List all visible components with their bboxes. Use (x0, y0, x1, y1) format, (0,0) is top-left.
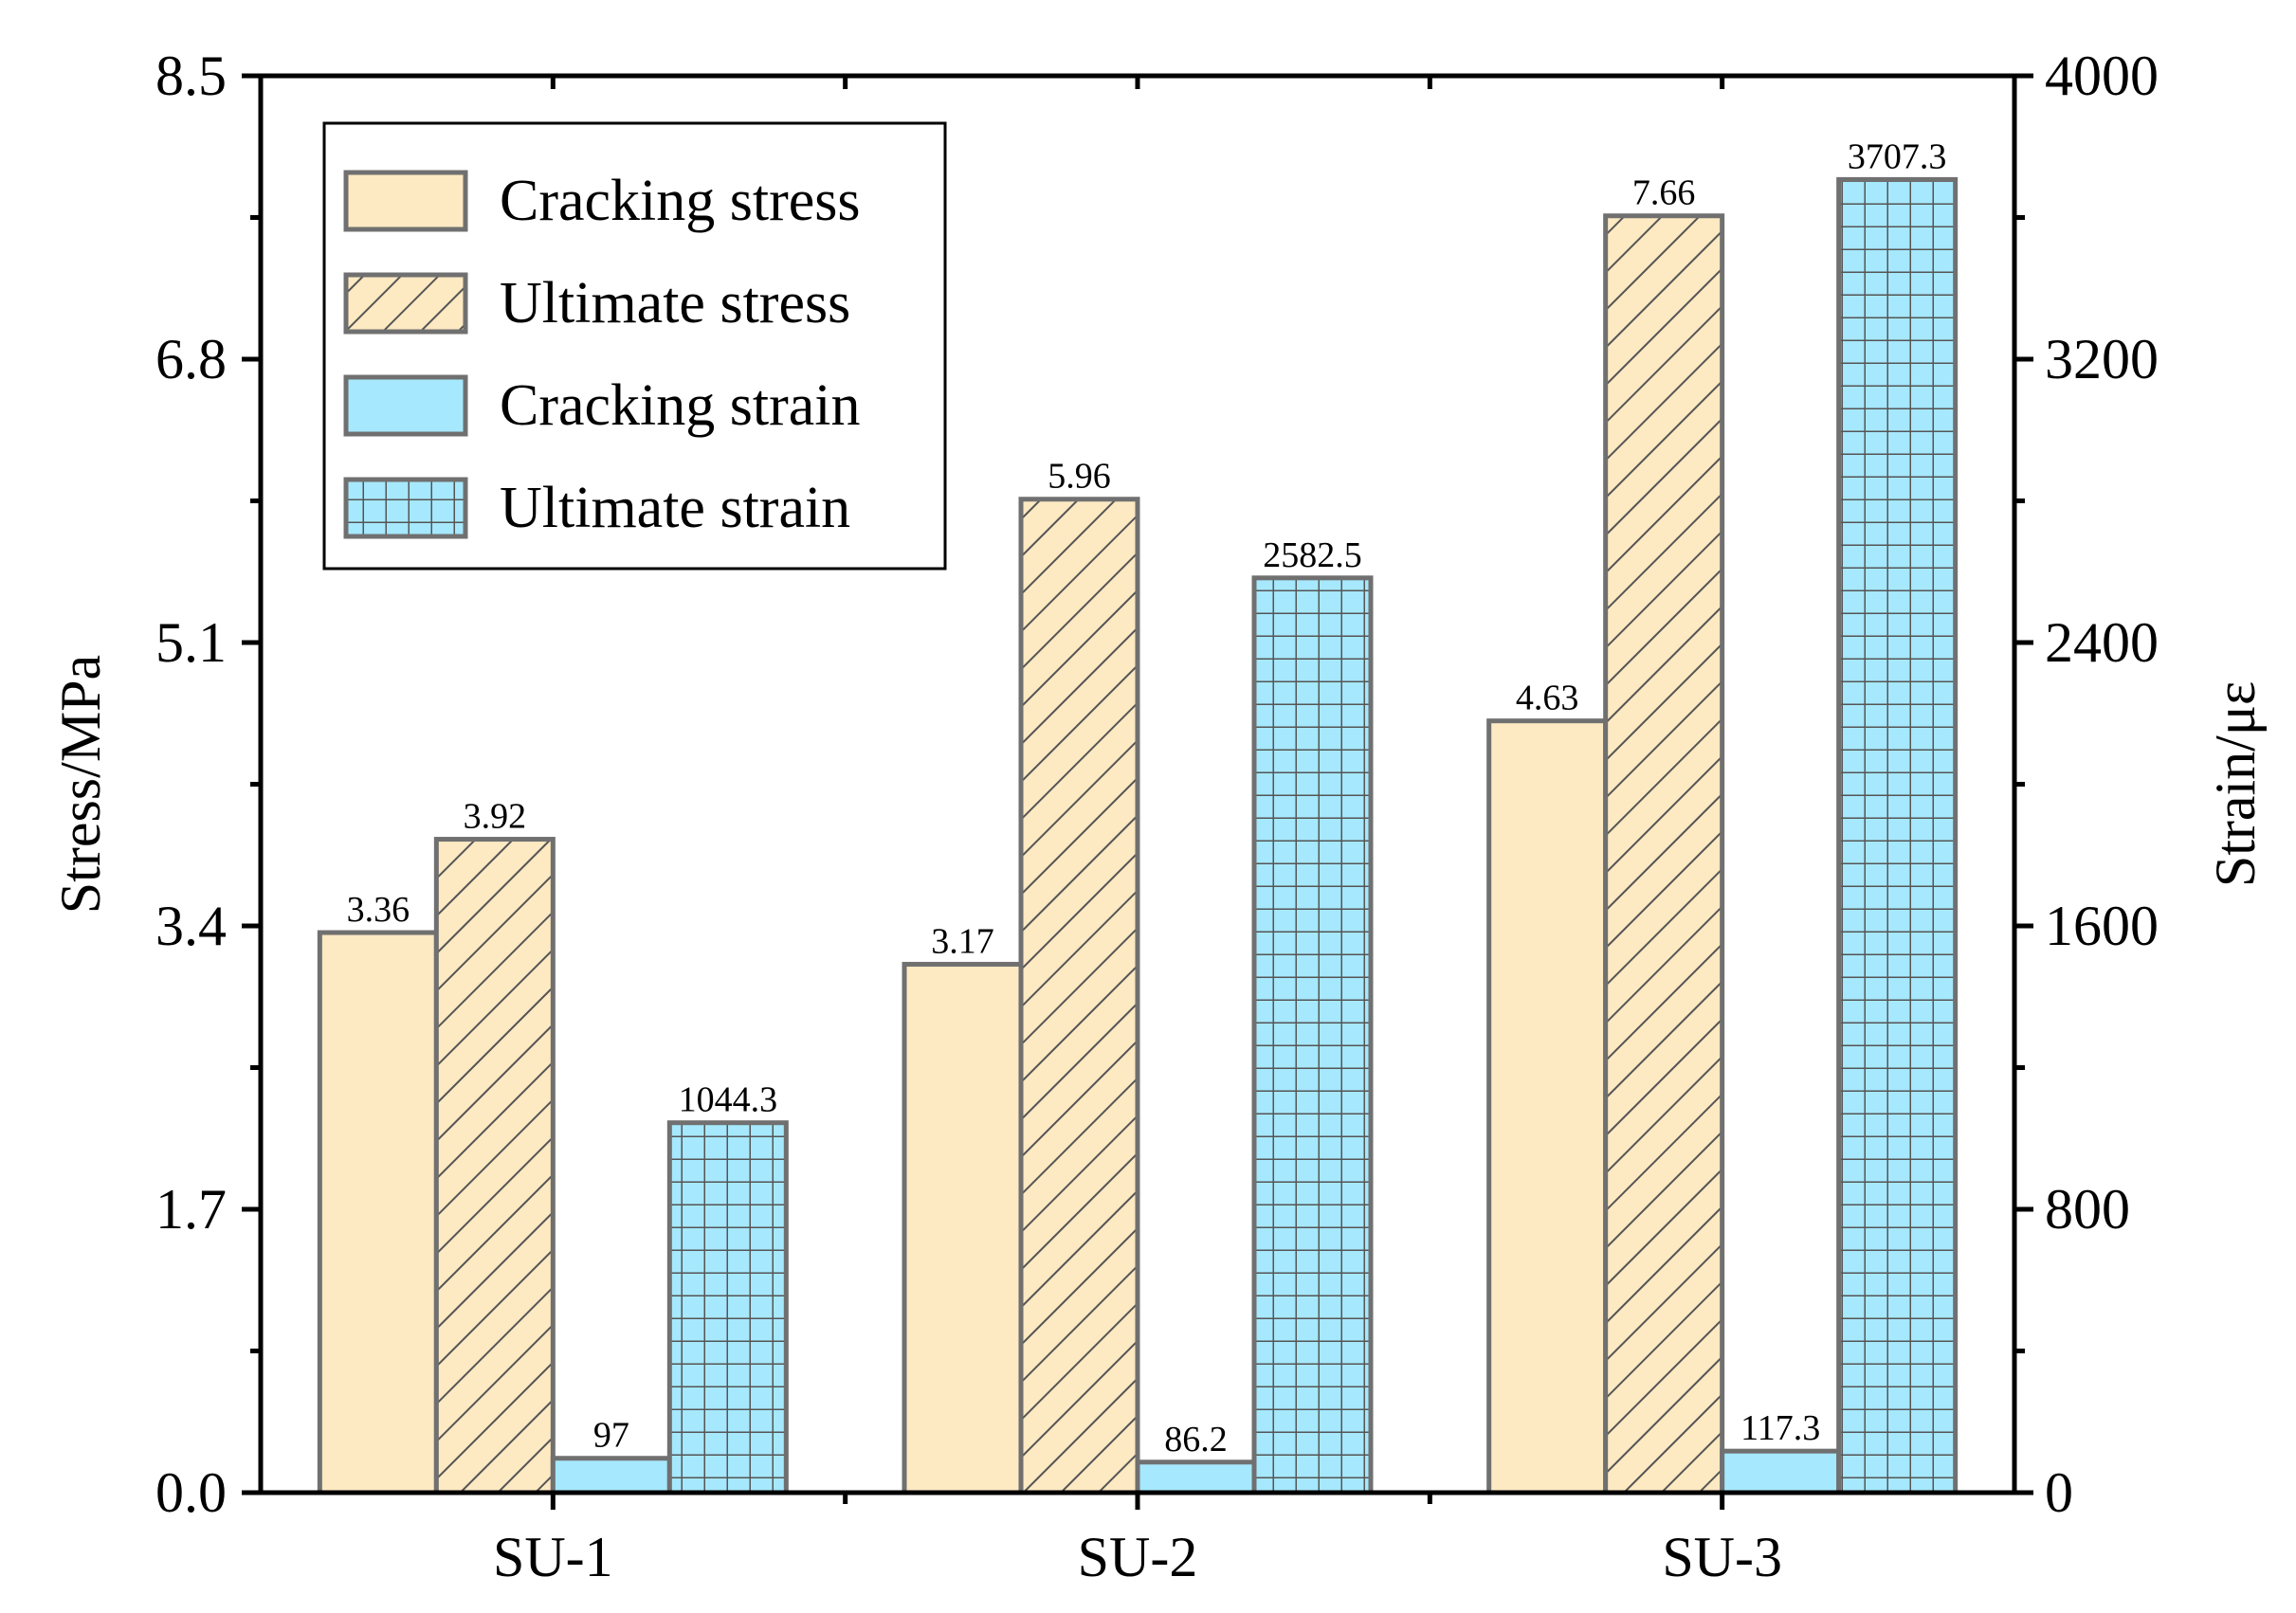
right-tick-label: 800 (2045, 1178, 2130, 1241)
legend-swatch-0 (343, 170, 468, 232)
data-label-su-3-series-3: 3707.3 (1848, 136, 1947, 176)
right-tick-label: 4000 (2045, 45, 2159, 107)
legend: Cracking stress Ultimate stress Cracking s… (322, 121, 947, 571)
left-tick-label: 0.0 (155, 1461, 227, 1524)
legend-label-0: Cracking stress (500, 169, 861, 233)
data-label-su-1-series-2: 97 (593, 1416, 629, 1456)
bar-su-1-series-0 (317, 930, 439, 1495)
data-label-su-2-series-0: 3.17 (931, 921, 994, 961)
legend-swatch-2 (343, 374, 468, 437)
y-left-axis-title: Stress/MPa (49, 655, 112, 914)
legend-swatch-3 (343, 477, 468, 539)
right-tick-label: 2400 (2045, 611, 2159, 674)
bar-su-2-series-2 (1135, 1459, 1257, 1495)
data-label-su-1-series-0: 3.36 (347, 890, 410, 930)
legend-label-1: Ultimate stress (500, 271, 850, 335)
right-tick-label: 0 (2045, 1461, 2073, 1524)
bar-su-3-series-2 (1720, 1448, 1842, 1495)
legend-swatch-1 (343, 272, 468, 335)
left-tick-label: 1.7 (155, 1178, 227, 1241)
legend-label-3: Ultimate strain (500, 476, 850, 540)
data-label-su-2-series-2: 86.2 (1164, 1420, 1228, 1459)
data-label-su-2-series-3: 2582.5 (1263, 535, 1362, 575)
left-tick-label: 6.8 (155, 328, 227, 390)
x-tick-label: SU-3 (1662, 1526, 1782, 1588)
axes-layer: 0.0 1.7 3.4 5.1 6.8 8.5 0 800 1600 2400 3200 4000 SU… (49, 45, 2267, 1588)
bar-su-3-series-1 (1603, 213, 1725, 1495)
data-label-su-3-series-0: 4.63 (1516, 679, 1579, 718)
data-label-su-3-series-1: 7.66 (1632, 173, 1696, 213)
bar-su-1-series-2 (550, 1456, 672, 1495)
data-label-su-3-series-2: 117.3 (1740, 1408, 1820, 1448)
data-label-su-1-series-3: 1044.3 (679, 1080, 778, 1120)
data-label-su-1-series-1: 3.92 (464, 797, 527, 837)
data-label-su-2-series-1: 5.96 (1048, 457, 1111, 497)
bar-su-3-series-0 (1486, 718, 1609, 1495)
bars-layer (317, 176, 1959, 1495)
bar-su-1-series-1 (433, 837, 556, 1495)
legend-label-2: Cracking strain (500, 373, 861, 438)
data-labels-layer: 3.36 3.92 97 1044.3 3.17 5.96 86.2 2582.5 4.63 7.… (347, 136, 1947, 1459)
right-tick-label: 1600 (2045, 895, 2159, 957)
bar-su-1-series-3 (666, 1120, 789, 1495)
x-tick-label: SU-1 (493, 1526, 613, 1588)
right-tick-label: 3200 (2045, 328, 2159, 390)
bar-su-3-series-3 (1836, 176, 1959, 1495)
left-tick-label: 5.1 (155, 611, 227, 674)
y-right-axis-title: Strain/με (2204, 681, 2267, 887)
bar-su-2-series-1 (1018, 497, 1140, 1495)
x-tick-label: SU-2 (1078, 1526, 1198, 1588)
bar-su-2-series-0 (902, 961, 1024, 1495)
left-tick-label: 3.4 (155, 895, 227, 957)
left-tick-label: 8.5 (155, 45, 227, 107)
bar-su-2-series-3 (1251, 575, 1374, 1495)
